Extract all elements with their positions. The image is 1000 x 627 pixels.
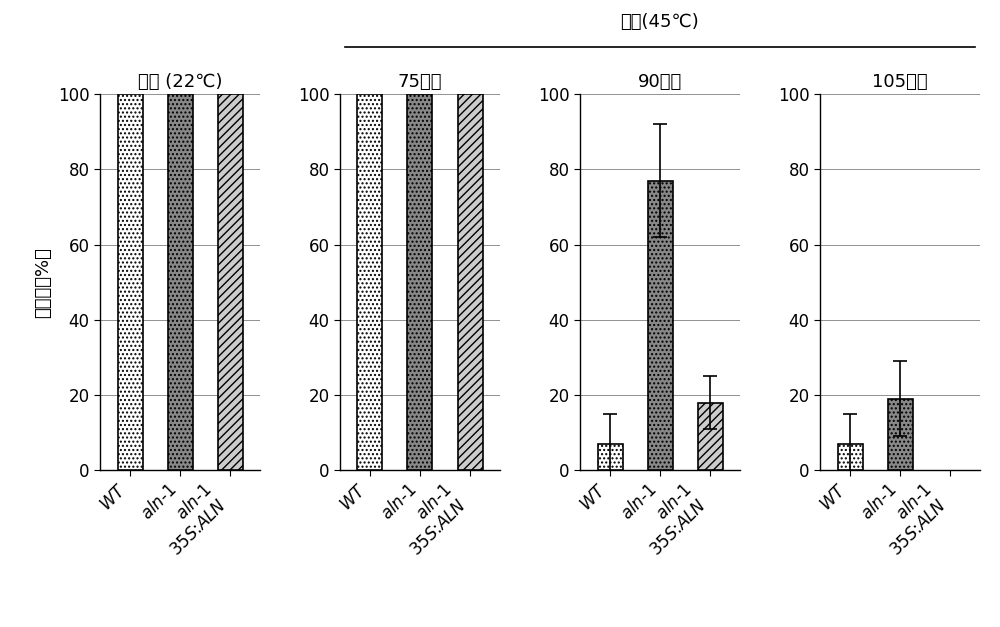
Bar xyxy=(838,444,862,470)
Y-axis label: 存活率（%）: 存活率（%） xyxy=(34,246,52,318)
Bar xyxy=(598,444,623,470)
Bar xyxy=(408,94,432,470)
Title: 75分钟: 75分钟 xyxy=(398,73,442,91)
Bar xyxy=(648,181,673,470)
Text: 热激(45℃): 热激(45℃) xyxy=(621,13,699,31)
Bar xyxy=(698,403,722,470)
Title: 105分钟: 105分钟 xyxy=(872,73,928,91)
Bar xyxy=(888,399,912,470)
Title: 对照 (22℃): 对照 (22℃) xyxy=(138,73,222,91)
Bar xyxy=(458,94,482,470)
Bar xyxy=(118,94,143,470)
Title: 90分钟: 90分钟 xyxy=(638,73,682,91)
Bar xyxy=(218,94,242,470)
Bar xyxy=(168,94,192,470)
Bar xyxy=(357,94,382,470)
